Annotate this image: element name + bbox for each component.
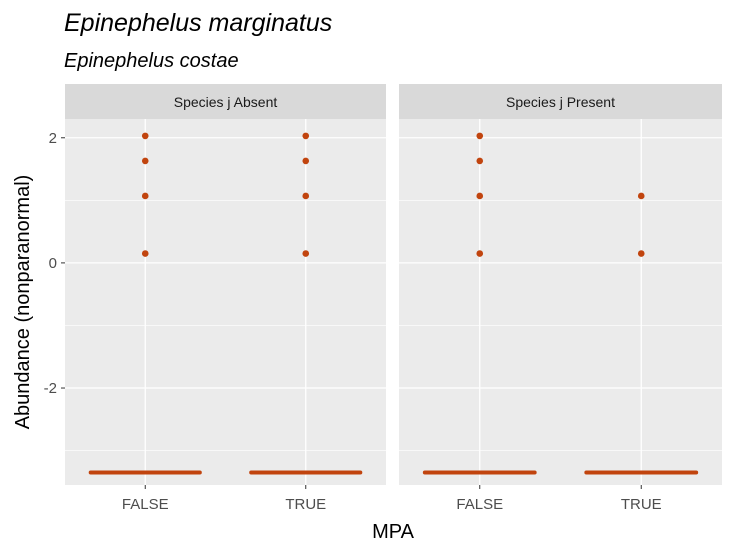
facet-strip	[399, 84, 722, 119]
facet-panel: Species j Present FALSE TRUE	[399, 84, 722, 513]
data-point	[476, 132, 484, 140]
facet-strip-label: Species j Present	[506, 94, 615, 110]
chart-subtitle: Epinephelus costae	[64, 50, 239, 72]
y-tick-label: 2	[49, 130, 57, 147]
data-point	[302, 192, 310, 200]
y-tick-label: 0	[49, 255, 57, 272]
facet-strip-label: Species j Absent	[174, 94, 278, 110]
data-point	[476, 250, 484, 257]
x-tick-label: TRUE	[621, 496, 662, 513]
data-point	[141, 192, 149, 200]
x-tick-label: FALSE	[456, 496, 503, 513]
chart-title: Epinephelus marginatus	[64, 9, 332, 37]
data-point	[302, 132, 310, 140]
data-point	[302, 157, 310, 165]
data-point	[141, 157, 149, 165]
data-point	[476, 157, 484, 165]
data-point	[141, 132, 149, 140]
facet-panel: Species j Absent FALSE TRUE	[65, 84, 386, 513]
y-axis: 2 0 -2	[44, 130, 65, 397]
data-point	[141, 250, 149, 257]
panel-background	[399, 119, 722, 485]
x-tick-label: FALSE	[122, 496, 169, 513]
data-point	[637, 250, 645, 257]
x-tick-label: TRUE	[285, 496, 326, 513]
facet-strip	[65, 84, 386, 119]
panel-background	[65, 119, 386, 485]
data-point	[637, 192, 645, 200]
y-tick-label: -2	[44, 380, 57, 397]
x-axis-title: MPA	[372, 521, 415, 543]
y-axis-title: Abundance (nonparanormal)	[12, 175, 34, 430]
data-point	[302, 250, 310, 257]
data-point	[476, 192, 484, 200]
